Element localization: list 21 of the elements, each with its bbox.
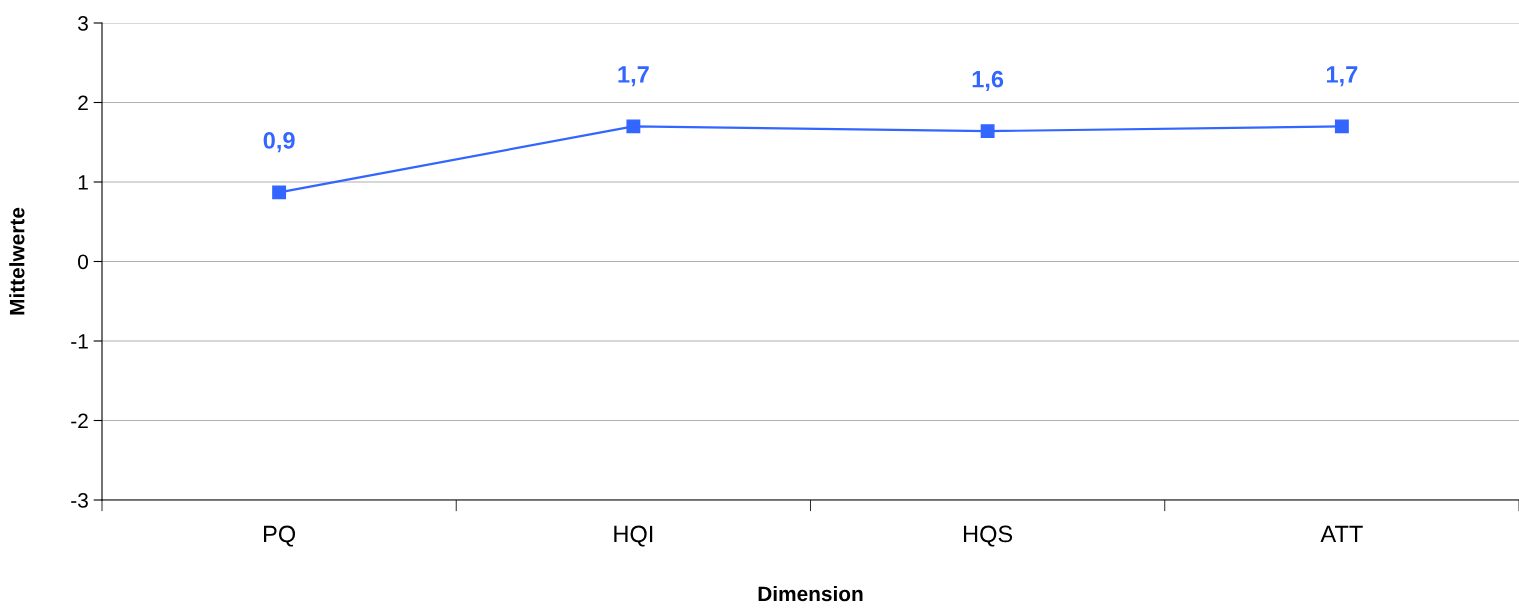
- y-tick-label: 3: [78, 16, 88, 31]
- point: [626, 119, 641, 134]
- y-axis-title: Mittelwerte: [9, 207, 25, 315]
- y-tick-label: 0: [78, 254, 88, 270]
- y-tick-label: -2: [71, 413, 88, 429]
- data-label: 1,7: [1326, 66, 1358, 87]
- y-tick-label: -3: [71, 493, 88, 508]
- x-axis-title: Dimension: [758, 585, 863, 602]
- x-tick-label: HQI: [614, 525, 653, 547]
- point: [272, 185, 287, 200]
- data-label: 1,6: [972, 70, 1004, 91]
- point: [1334, 119, 1349, 134]
- data-label: 0,9: [263, 132, 295, 153]
- data-label: 1,7: [618, 66, 649, 87]
- point: [980, 124, 995, 139]
- y-tick-label: 2: [78, 95, 88, 111]
- x-tick-label: PQ: [264, 525, 296, 547]
- y-tick-label: -1: [71, 334, 88, 349]
- x-tick-label: HQS: [963, 525, 1013, 547]
- y-tick-label: 1: [78, 175, 88, 190]
- x-tick-label: ATT: [1320, 525, 1363, 543]
